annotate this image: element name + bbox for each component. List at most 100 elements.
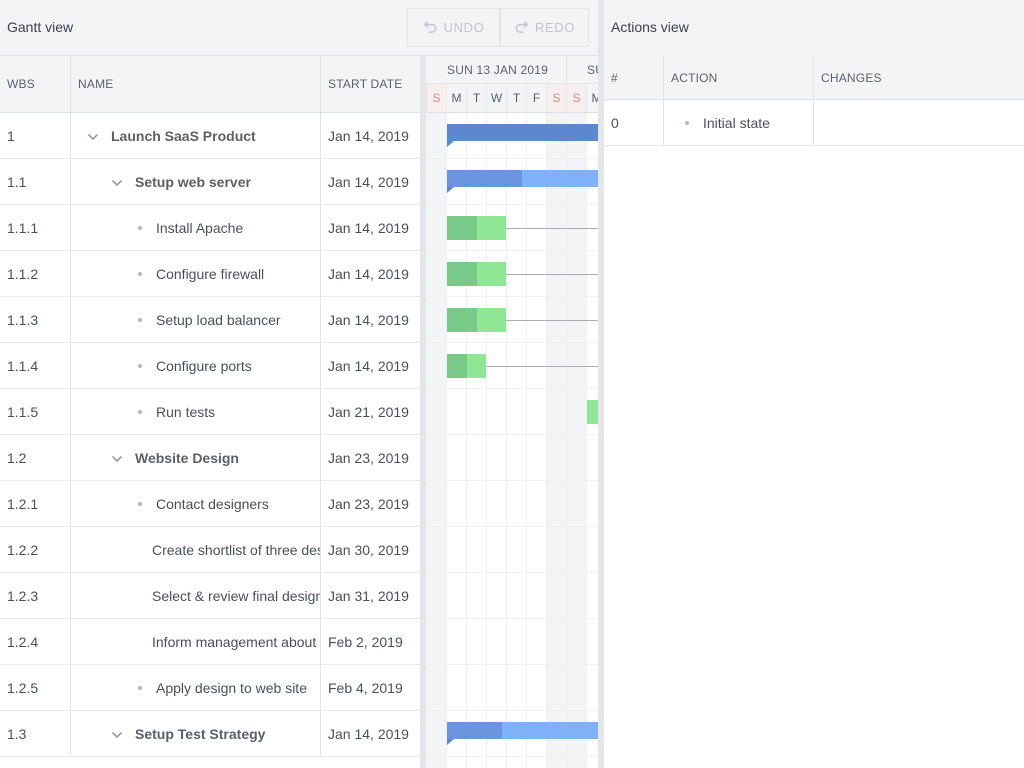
start-date-cell: Jan 30, 2019 (320, 527, 420, 572)
task-row[interactable]: 1.3 Setup Test Strategy Jan 14, 2019 (0, 711, 420, 757)
row-gridline (426, 158, 598, 159)
undo-label: UNDO (443, 20, 485, 35)
actions-title: Actions view (611, 19, 689, 35)
task-row[interactable]: 1.1.4 Configure ports Jan 14, 2019 (0, 343, 420, 389)
task-grid-header: WBS NAME START DATE (0, 56, 420, 113)
task-name: Setup Test Strategy (135, 725, 266, 742)
timeline-week-row: SUN 13 JAN 2019 SU (426, 56, 598, 84)
task-bar[interactable] (447, 216, 506, 240)
column-header-changes[interactable]: CHANGES (813, 56, 1024, 99)
summary-bar[interactable] (447, 170, 598, 193)
actions-row[interactable]: 0 Initial state (604, 100, 1024, 146)
summary-bar[interactable] (447, 124, 598, 147)
task-bar[interactable] (447, 308, 506, 332)
day-cell: S (426, 84, 446, 112)
wbs-cell: 1.1.4 (7, 357, 39, 374)
start-date-cell: Jan 21, 2019 (320, 389, 420, 434)
wbs-cell: 1.1.5 (7, 403, 39, 420)
start-date-cell: Jan 14, 2019 (320, 297, 420, 342)
redo-button[interactable]: REDO (500, 8, 589, 47)
row-gridline (426, 434, 598, 435)
row-gridline (426, 480, 598, 481)
day-cell: T (506, 84, 526, 112)
task-bar[interactable] (587, 400, 598, 424)
task-row[interactable]: 1.1.1 Install Apache Jan 14, 2019 (0, 205, 420, 251)
task-row[interactable]: 1.2.2 Create shortlist of three designers… (0, 527, 420, 573)
task-bar[interactable] (447, 354, 486, 378)
start-date-cell: Jan 14, 2019 (320, 113, 420, 158)
chevron-down-icon[interactable] (111, 452, 123, 464)
name-cell: Select & review final design (70, 573, 320, 618)
task-row[interactable]: 1.2 Website Design Jan 23, 2019 (0, 435, 420, 481)
task-name: Setup load balancer (156, 311, 281, 328)
row-gridline (426, 526, 598, 527)
panel-splitter[interactable] (598, 0, 604, 768)
start-date-cell: Jan 23, 2019 (320, 435, 420, 480)
task-row[interactable]: 1.2.5 Apply design to web site Feb 4, 2019 (0, 665, 420, 711)
name-cell: Setup Test Strategy (70, 711, 320, 756)
chevron-down-icon[interactable] (111, 728, 123, 740)
row-gridline (426, 250, 598, 251)
name-cell: Website Design (70, 435, 320, 480)
start-date-cell: Jan 14, 2019 (320, 205, 420, 250)
task-row[interactable]: 1.1 Setup web server Jan 14, 2019 (0, 159, 420, 205)
chevron-down-icon[interactable] (111, 176, 123, 188)
row-gridline (426, 342, 598, 343)
task-row[interactable]: 1.1.2 Configure firewall Jan 14, 2019 (0, 251, 420, 297)
action-number: 0 (611, 114, 619, 131)
weekend-shade (426, 113, 446, 768)
undo-button[interactable]: UNDO (407, 8, 500, 47)
column-header-number[interactable]: # (611, 70, 618, 85)
task-row[interactable]: 1 Launch SaaS Product Jan 14, 2019 (0, 113, 420, 159)
name-cell: Launch SaaS Product (70, 113, 320, 158)
task-name: Inform management about decision (152, 633, 320, 650)
wbs-cell: 1.1.1 (7, 219, 39, 236)
task-bar[interactable] (447, 262, 506, 286)
column-header-action[interactable]: ACTION (663, 56, 813, 99)
task-row[interactable]: 1.2.3 Select & review final design Jan 31,… (0, 573, 420, 619)
task-row[interactable]: 1.2.4 Inform management about decisionFeb… (0, 619, 420, 665)
actions-panel: Actions view # ACTION CHANGES 0 Initial … (604, 0, 1024, 768)
day-cell: W (486, 84, 506, 112)
task-row[interactable]: 1.1.5 Run tests Jan 21, 2019 (0, 389, 420, 435)
undo-icon (423, 19, 438, 37)
start-date-cell: Jan 23, 2019 (320, 481, 420, 526)
task-grid-body: 1 Launch SaaS Product Jan 14, 2019 1.1 Setup… (0, 113, 420, 757)
start-date-cell: Feb 4, 2019 (320, 665, 420, 710)
name-cell: Create shortlist of three designers (70, 527, 320, 572)
wbs-cell: 1.1.2 (7, 265, 39, 282)
wbs-cell: 1.2.2 (7, 541, 39, 558)
task-grid: WBS NAME START DATE 1 Launch SaaS Product… (0, 56, 420, 768)
weekend-shade (546, 113, 566, 768)
actions-grid-header: # ACTION CHANGES (604, 56, 1024, 100)
task-name: Configure ports (156, 357, 252, 374)
column-header-start-date[interactable]: START DATE (320, 56, 420, 112)
day-cell: M (446, 84, 466, 112)
bullet-icon (138, 317, 142, 322)
wbs-cell: 1.1 (7, 173, 27, 190)
bullet-icon (138, 271, 142, 276)
wbs-cell: 1.2 (7, 449, 27, 466)
gantt-panel: Gantt view UNDO REDO WBS NAME START DATE… (0, 0, 598, 768)
day-gridline (446, 113, 447, 768)
task-row[interactable]: 1.1.3 Setup load balancer Jan 14, 2019 (0, 297, 420, 343)
column-header-wbs[interactable]: WBS (7, 77, 35, 91)
dependency-line (506, 274, 598, 275)
row-gridline (426, 664, 598, 665)
day-cell: S (546, 84, 566, 112)
grid-splitter[interactable] (420, 56, 426, 768)
start-date-cell: Feb 2, 2019 (320, 619, 420, 664)
day-cell: T (466, 84, 486, 112)
action-cell: Initial state (663, 100, 813, 145)
task-row[interactable]: 1.2.1 Contact designers Jan 23, 2019 (0, 481, 420, 527)
column-header-name[interactable]: NAME (70, 56, 320, 112)
summary-bar[interactable] (447, 722, 598, 745)
chevron-down-icon[interactable] (87, 130, 99, 142)
row-gridline (426, 756, 598, 757)
week-label: SUN 13 JAN 2019 (447, 63, 549, 77)
bullet-icon (138, 501, 142, 506)
task-name: Contact designers (156, 495, 269, 512)
bullet-icon (685, 120, 689, 125)
